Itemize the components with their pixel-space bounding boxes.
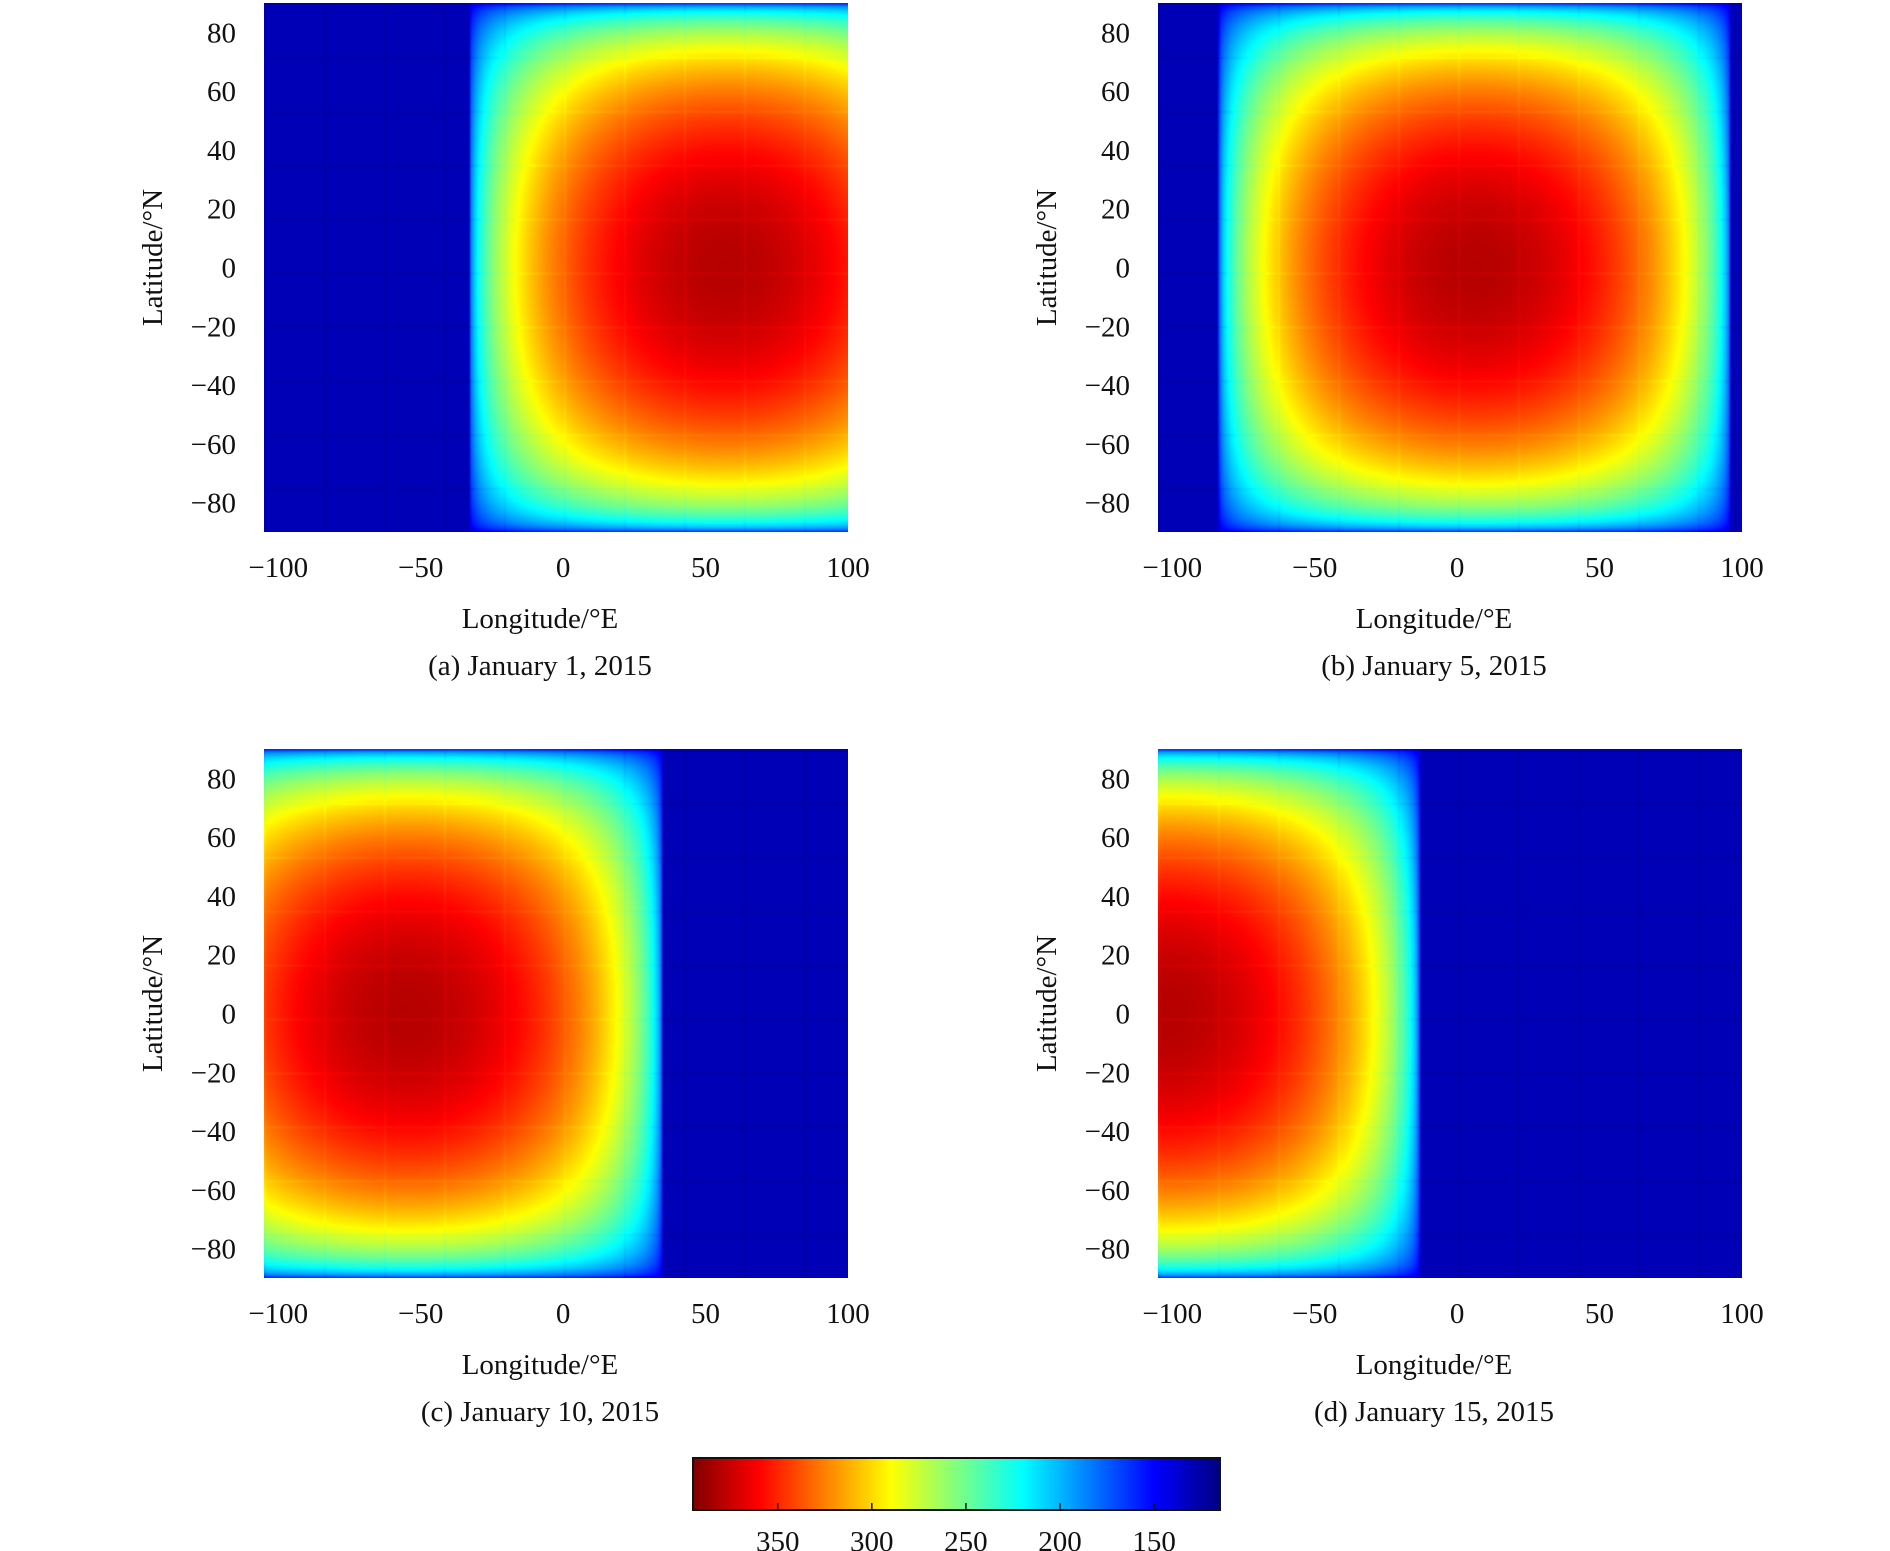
panel-caption: (b) January 5, 2015 (1321, 650, 1547, 682)
y-tick-label: −40 (191, 1116, 236, 1148)
y-tick-label: −40 (1085, 1116, 1130, 1148)
y-tick-label: 60 (1101, 76, 1130, 108)
y-tick-label: 40 (207, 881, 236, 913)
x-tick-label: 50 (1585, 552, 1614, 584)
x-tick-label: 0 (556, 1298, 571, 1330)
colorbar-gradient (692, 1457, 1221, 1511)
x-tick-label: −100 (1142, 1298, 1202, 1330)
y-tick-label: 20 (207, 940, 236, 972)
x-tick-label: −50 (1292, 552, 1337, 584)
colorbar-tick-label: 150 (1132, 1526, 1176, 1551)
x-tick-label: 100 (826, 1298, 870, 1330)
y-tick-label: 0 (222, 253, 237, 285)
colorbar-tick-label: 200 (1038, 1526, 1082, 1551)
heatmap-panel-c (264, 749, 848, 1278)
y-tick-label: 20 (1101, 194, 1130, 226)
y-tick-label: −60 (191, 1175, 236, 1207)
x-tick-label: 0 (1450, 552, 1465, 584)
panel-b: 80 60 40 20 0 −20 −40 −60 −80 −100 −50 0 50 100 Longit… (1031, 3, 1764, 682)
y-tick-label: 40 (1101, 135, 1130, 167)
y-tick-label: 80 (1101, 17, 1130, 49)
panel-d: 80 60 40 20 0 −20 −40 −60 −80 −100 −50 0 50 100 Longit… (1031, 749, 1764, 1428)
x-axis-label: Longitude/°E (462, 1349, 619, 1381)
x-tick-label: 0 (1450, 1298, 1465, 1330)
y-axis-label: Latitude/°N (1031, 935, 1063, 1072)
x-tick-label: 100 (826, 552, 870, 584)
heatmap-panel-d (1158, 749, 1742, 1278)
y-tick-label: 20 (1101, 940, 1130, 972)
colorbar: 350 300 250 200 150 (692, 1457, 1221, 1551)
y-axis-label: Latitude/°N (137, 935, 169, 1072)
y-tick-label: 0 (1116, 999, 1131, 1031)
y-tick-label: −20 (1085, 311, 1130, 343)
x-tick-label: −50 (398, 552, 443, 584)
colorbar-tick-label: 250 (944, 1526, 988, 1551)
y-tick-label: 0 (1116, 253, 1131, 285)
y-tick-label: −80 (191, 1234, 236, 1266)
panels: 80 60 40 20 0 −20 −40 −60 −80 −100 −50 0 50 100 Longit… (137, 3, 1764, 1428)
y-axis-label: Latitude/°N (137, 189, 169, 326)
y-tick-label: −60 (1085, 1175, 1130, 1207)
panel-caption: (a) January 1, 2015 (428, 650, 652, 682)
x-tick-label: −50 (398, 1298, 443, 1330)
y-tick-label: −80 (1085, 488, 1130, 520)
x-axis-label: Longitude/°E (1356, 603, 1513, 635)
heatmap-panel-b (1158, 3, 1742, 532)
y-tick-label: 80 (1101, 763, 1130, 795)
y-tick-label: −20 (191, 311, 236, 343)
y-tick-label: 20 (207, 194, 236, 226)
y-tick-label: 60 (207, 76, 236, 108)
y-tick-label: −20 (191, 1057, 236, 1089)
panel-caption: (d) January 15, 2015 (1314, 1396, 1554, 1428)
x-tick-label: 100 (1720, 1298, 1764, 1330)
y-tick-label: 80 (207, 17, 236, 49)
y-tick-label: −60 (1085, 429, 1130, 461)
colorbar-tick-label: 350 (756, 1526, 800, 1551)
y-tick-label: 0 (222, 999, 237, 1031)
panel-caption: (c) January 10, 2015 (421, 1396, 659, 1428)
y-axis-label: Latitude/°N (1031, 189, 1063, 326)
y-tick-label: 40 (1101, 881, 1130, 913)
x-tick-label: −50 (1292, 1298, 1337, 1330)
panel-c: 80 60 40 20 0 −20 −40 −60 −80 −100 −50 0 50 100 Longit… (137, 749, 870, 1428)
y-tick-label: −40 (191, 370, 236, 402)
x-tick-label: 100 (1720, 552, 1764, 584)
heatmap-panel-a (264, 3, 848, 532)
x-axis-label: Longitude/°E (462, 603, 619, 635)
x-tick-label: −100 (1142, 552, 1202, 584)
x-tick-label: 0 (556, 552, 571, 584)
y-tick-label: 60 (207, 822, 236, 854)
colorbar-tick-label: 300 (850, 1526, 894, 1551)
x-tick-label: 50 (691, 552, 720, 584)
y-tick-label: −80 (1085, 1234, 1130, 1266)
y-tick-label: 60 (1101, 822, 1130, 854)
x-axis-label: Longitude/°E (1356, 1349, 1513, 1381)
y-tick-label: −40 (1085, 370, 1130, 402)
y-tick-label: −20 (1085, 1057, 1130, 1089)
x-tick-label: 50 (691, 1298, 720, 1330)
y-tick-label: −60 (191, 429, 236, 461)
x-tick-label: −100 (248, 552, 308, 584)
y-tick-label: 40 (207, 135, 236, 167)
y-tick-label: −80 (191, 488, 236, 520)
panel-a: 80 60 40 20 0 −20 −40 −60 −80 −100 −50 0 50 100 Longit… (137, 3, 870, 682)
x-tick-label: 50 (1585, 1298, 1614, 1330)
y-tick-label: 80 (207, 763, 236, 795)
x-tick-label: −100 (248, 1298, 308, 1330)
